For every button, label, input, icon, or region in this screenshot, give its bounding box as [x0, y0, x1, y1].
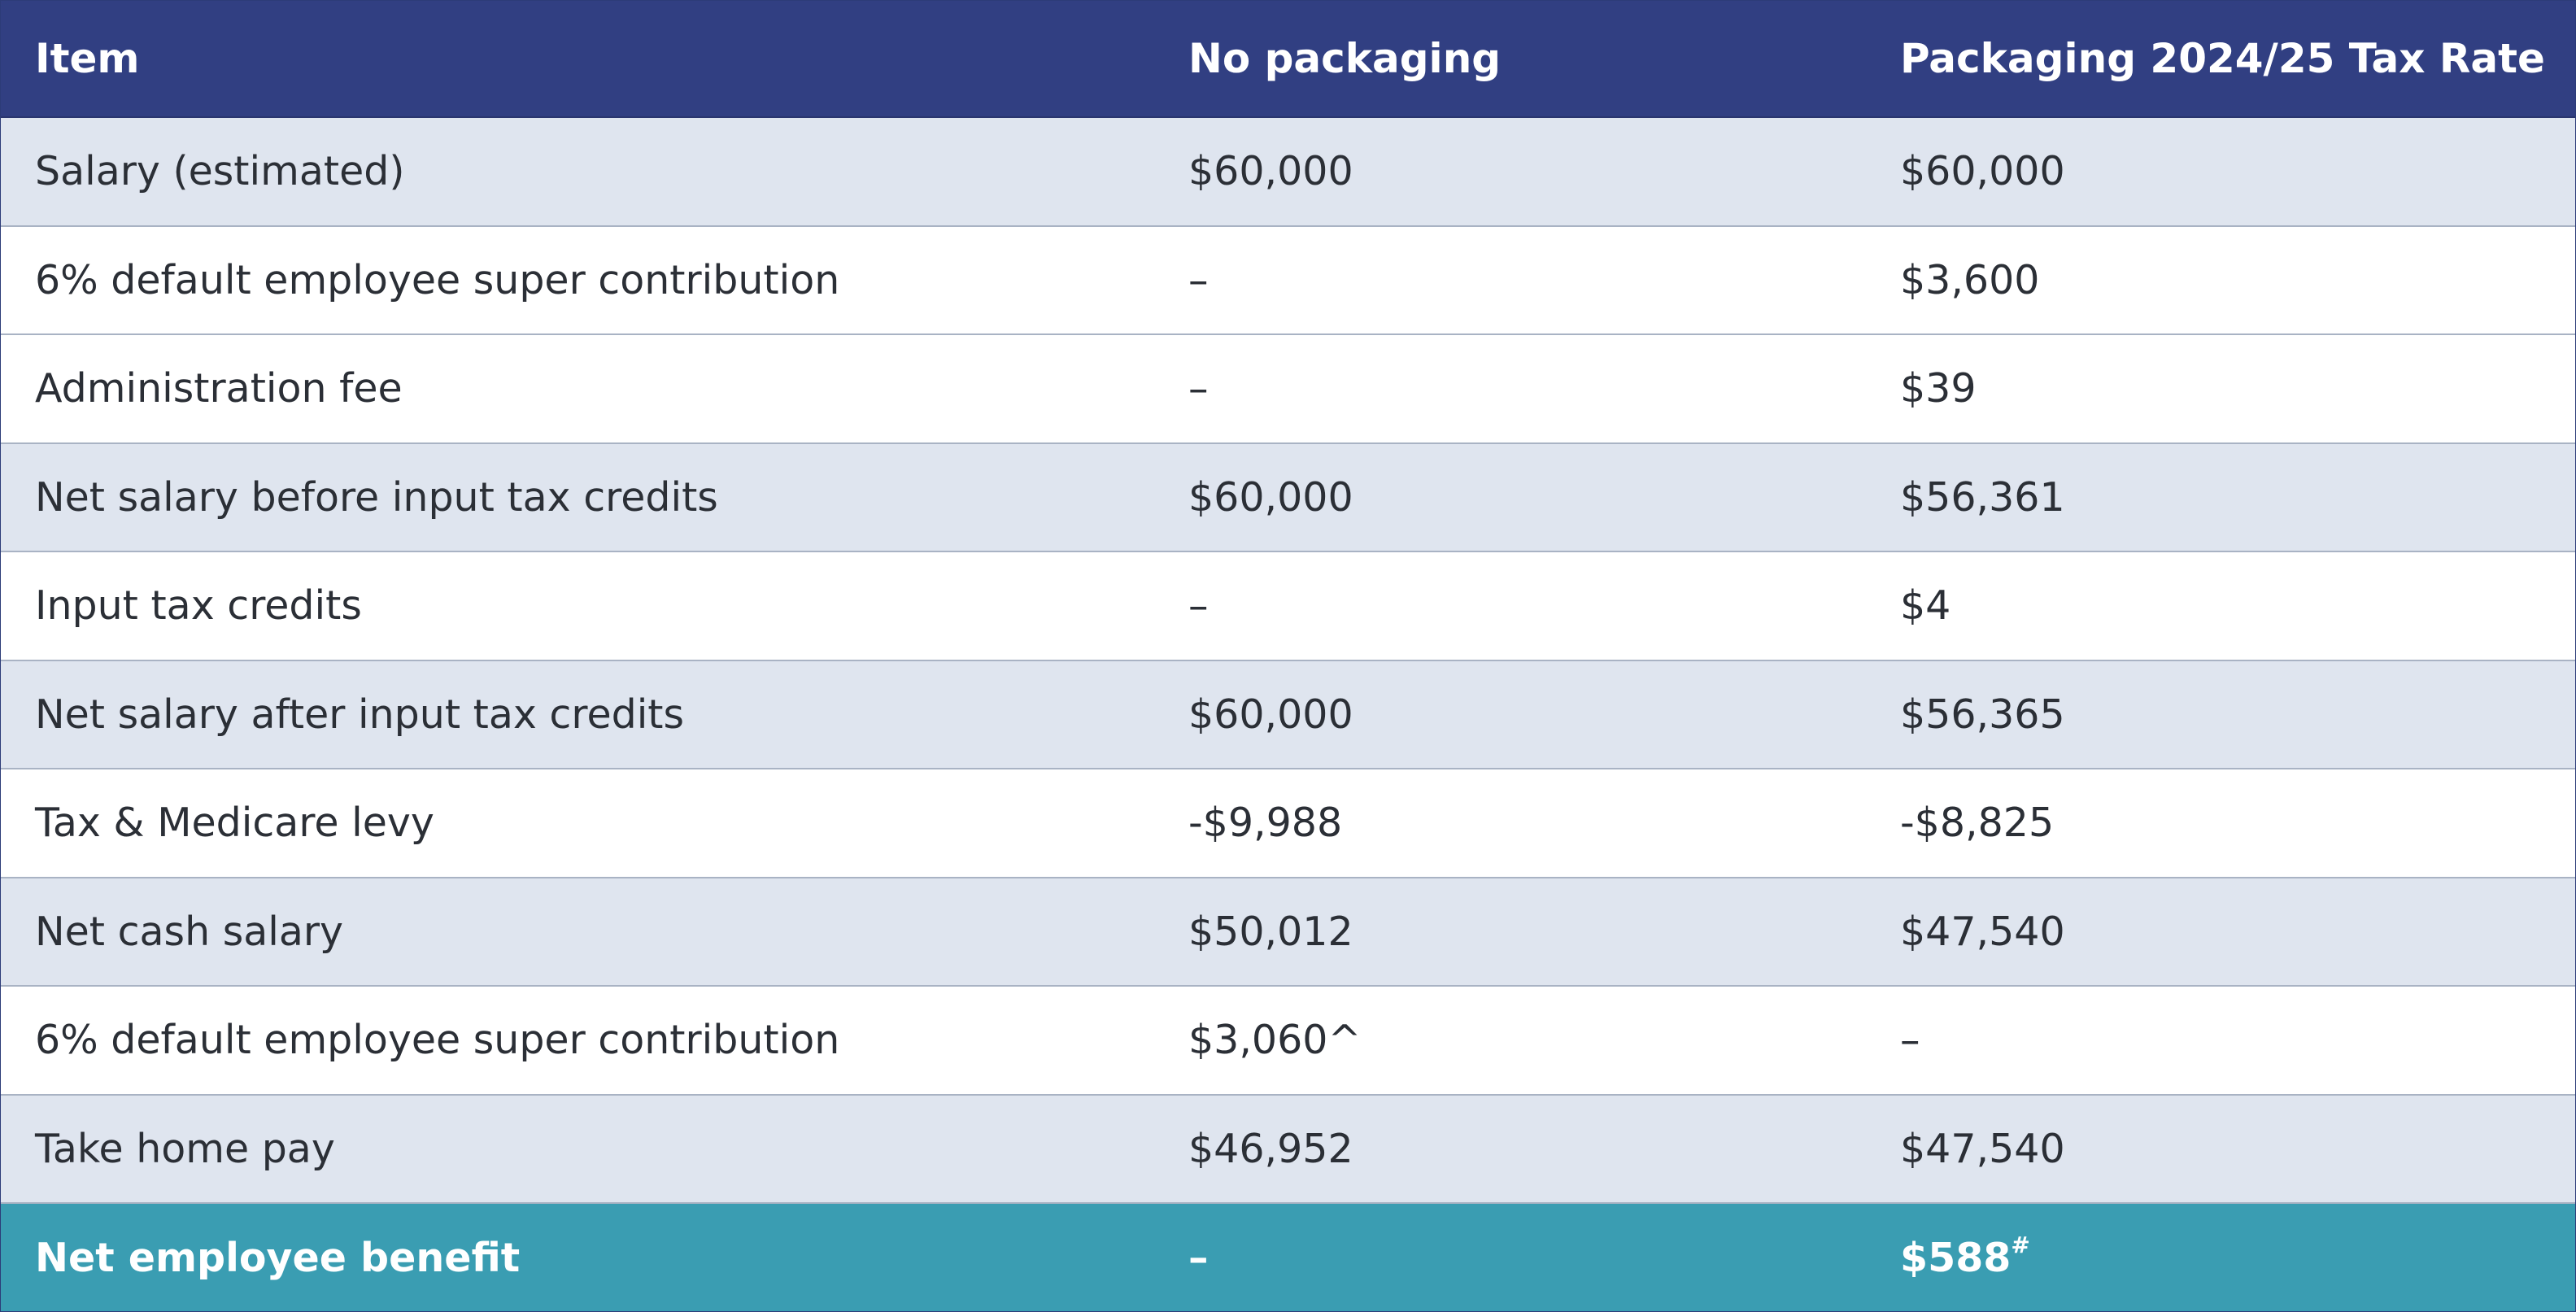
- row-item-label: 6% default employee super contribution: [35, 1017, 840, 1064]
- net-benefit-packaging: $588#: [1865, 1231, 2575, 1281]
- row-packaging-value: $39: [1900, 365, 1977, 412]
- row-item-label: Take home pay: [35, 1125, 335, 1172]
- table-header-row: Item No packaging Packaging 2024/25 Tax …: [1, 1, 2575, 118]
- row-no-packaging-value: $60,000: [1188, 148, 1353, 195]
- row-packaging-value: -$8,825: [1900, 800, 2055, 847]
- table-row: Tax & Medicare levy -$9,988 -$8,825: [1, 769, 2575, 878]
- table-row: 6% default employee super contribution –…: [1, 226, 2575, 335]
- table-row: 6% default employee super contribution $…: [1, 987, 2575, 1096]
- row-no-packaging-value: –: [1188, 582, 1209, 630]
- row-packaging-value: –: [1900, 1017, 1920, 1064]
- row-item-label: Input tax credits: [35, 582, 362, 630]
- header-item: Item: [35, 35, 140, 82]
- table-row: Input tax credits – $4: [1, 552, 2575, 661]
- row-no-packaging-value: –: [1188, 256, 1209, 303]
- header-no-packaging: No packaging: [1188, 35, 1502, 82]
- header-packaging: Packaging 2024/25 Tax Rate: [1900, 35, 2545, 82]
- row-no-packaging-value: $60,000: [1188, 691, 1353, 738]
- net-benefit-no-packaging: –: [1188, 1235, 1209, 1281]
- table-row: Administration fee – $39: [1, 335, 2575, 444]
- table-row: Net cash salary $50,012 $47,540: [1, 878, 2575, 987]
- row-packaging-value: $56,365: [1900, 691, 2065, 738]
- row-item-label: Net salary after input tax credits: [35, 691, 685, 738]
- row-no-packaging-value: -$9,988: [1188, 800, 1343, 847]
- row-packaging-value: $3,600: [1900, 256, 2040, 303]
- row-no-packaging-value: $50,012: [1188, 908, 1353, 955]
- row-packaging-value: $4: [1900, 582, 1951, 630]
- table-row: Salary (estimated) $60,000 $60,000: [1, 118, 2575, 227]
- row-item-label: 6% default employee super contribution: [35, 256, 840, 303]
- row-no-packaging-value: –: [1188, 365, 1209, 412]
- row-no-packaging-value: $60,000: [1188, 473, 1353, 521]
- row-no-packaging-value: $3,060^: [1188, 1017, 1362, 1064]
- row-item-label: Salary (estimated): [35, 148, 405, 195]
- footnote-mark: #: [2011, 1231, 2030, 1258]
- row-item-label: Tax & Medicare levy: [35, 800, 434, 847]
- row-item-label: Net cash salary: [35, 908, 344, 955]
- net-benefit-packaging-value: $588: [1900, 1235, 2012, 1281]
- row-packaging-value: $47,540: [1900, 908, 2065, 955]
- table-row: Net salary before input tax credits $60,…: [1, 443, 2575, 552]
- row-packaging-value: $56,361: [1900, 473, 2065, 521]
- net-benefit-row: Net employee benefit – $588#: [1, 1204, 2575, 1311]
- row-no-packaging-value: $46,952: [1188, 1125, 1353, 1172]
- row-item-label: Net salary before input tax credits: [35, 473, 718, 521]
- net-benefit-label: Net employee benefit: [35, 1235, 521, 1281]
- table-row: Net salary after input tax credits $60,0…: [1, 660, 2575, 769]
- table-row: Take home pay $46,952 $47,540: [1, 1095, 2575, 1204]
- row-packaging-value: $60,000: [1900, 148, 2065, 195]
- row-item-label: Administration fee: [35, 365, 403, 412]
- row-packaging-value: $47,540: [1900, 1125, 2065, 1172]
